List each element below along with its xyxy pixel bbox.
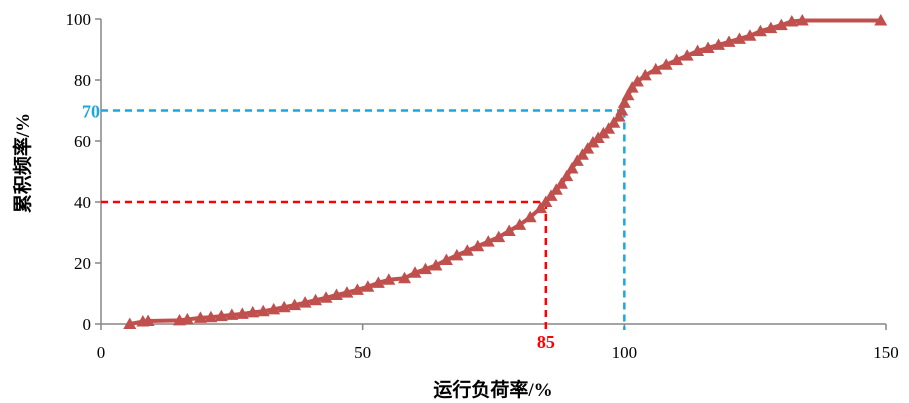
data-point [330, 288, 343, 301]
data-point [649, 62, 663, 75]
data-point [795, 14, 809, 26]
data-point [267, 302, 281, 315]
x-tick-label: 150 [873, 343, 899, 362]
data-point [361, 280, 375, 292]
data-point [565, 161, 579, 174]
data-point [513, 218, 527, 230]
data-point [570, 154, 584, 166]
y-tick-label: 40 [74, 193, 91, 212]
data-point [225, 308, 239, 320]
x-tick-label: 0 [97, 343, 106, 362]
data-point [743, 29, 757, 41]
data-point [371, 276, 385, 288]
data-point [575, 148, 589, 160]
data-point [539, 195, 553, 207]
data-point [602, 122, 616, 134]
data-point [615, 104, 629, 116]
data-point [560, 169, 574, 182]
data-point [246, 305, 260, 318]
y-tick-label: 20 [74, 254, 91, 273]
data-point [418, 262, 432, 275]
series-group [123, 14, 888, 329]
data-point [621, 88, 635, 101]
data-point [732, 32, 746, 44]
y-tick-label: 80 [74, 71, 91, 90]
data-point [439, 253, 453, 265]
data-point [659, 58, 673, 70]
data-point [523, 210, 537, 223]
data-point [340, 286, 354, 298]
y-tick-label: 0 [83, 315, 92, 334]
data-point [309, 293, 323, 306]
reference-lines [101, 109, 626, 330]
data-point [764, 21, 778, 34]
data-point [691, 44, 705, 57]
data-point [670, 53, 684, 66]
data-point [408, 266, 422, 278]
y-tick-label: 100 [66, 10, 92, 29]
series-line [129, 18, 881, 326]
data-point [617, 96, 631, 108]
data-point [288, 298, 302, 311]
data-point [460, 244, 474, 256]
data-point [701, 41, 715, 53]
reference-labels: 85 70 [82, 102, 555, 353]
data-point [492, 230, 506, 243]
data-point [277, 300, 291, 313]
data-point [874, 14, 888, 26]
data-point [638, 68, 652, 81]
x-axis-title: 运行负荷率/% [433, 378, 552, 401]
data-point [180, 312, 194, 325]
data-point [502, 224, 516, 236]
data-point [549, 183, 563, 195]
data-point [471, 239, 485, 252]
data-point [204, 310, 218, 323]
y-tick-label: 60 [74, 132, 91, 151]
data-point [722, 35, 736, 47]
data-point [774, 18, 788, 31]
data-point [450, 248, 464, 261]
data-point [350, 283, 364, 295]
data-point [625, 81, 639, 93]
data-point [712, 38, 726, 50]
data-point [141, 314, 155, 326]
x-tick-label: 100 [612, 343, 638, 362]
x-tick-label: 50 [354, 343, 371, 362]
data-point [382, 273, 396, 285]
data-point [680, 49, 694, 61]
data-point [256, 304, 270, 317]
data-point [581, 142, 595, 154]
data-point [319, 291, 333, 303]
reference-label: 85 [537, 332, 555, 352]
data-point [298, 296, 312, 308]
axes: 0 20 40 60 80 100 0 50 100 150 [66, 10, 899, 362]
data-point [235, 307, 249, 319]
data-point [607, 116, 621, 128]
data-point [785, 14, 799, 27]
data-point [534, 201, 548, 214]
data-point [123, 317, 137, 329]
data-point [753, 24, 767, 37]
data-point [555, 177, 569, 189]
data-point [544, 189, 558, 201]
y-axis-title: 累积频率/% [11, 113, 34, 213]
data-point [214, 309, 228, 322]
data-point [398, 271, 412, 284]
data-point [630, 75, 644, 87]
data-point [481, 235, 495, 247]
data-point [193, 311, 207, 323]
data-point [429, 258, 443, 271]
reference-label: 70 [82, 102, 100, 122]
data-point [612, 110, 626, 122]
